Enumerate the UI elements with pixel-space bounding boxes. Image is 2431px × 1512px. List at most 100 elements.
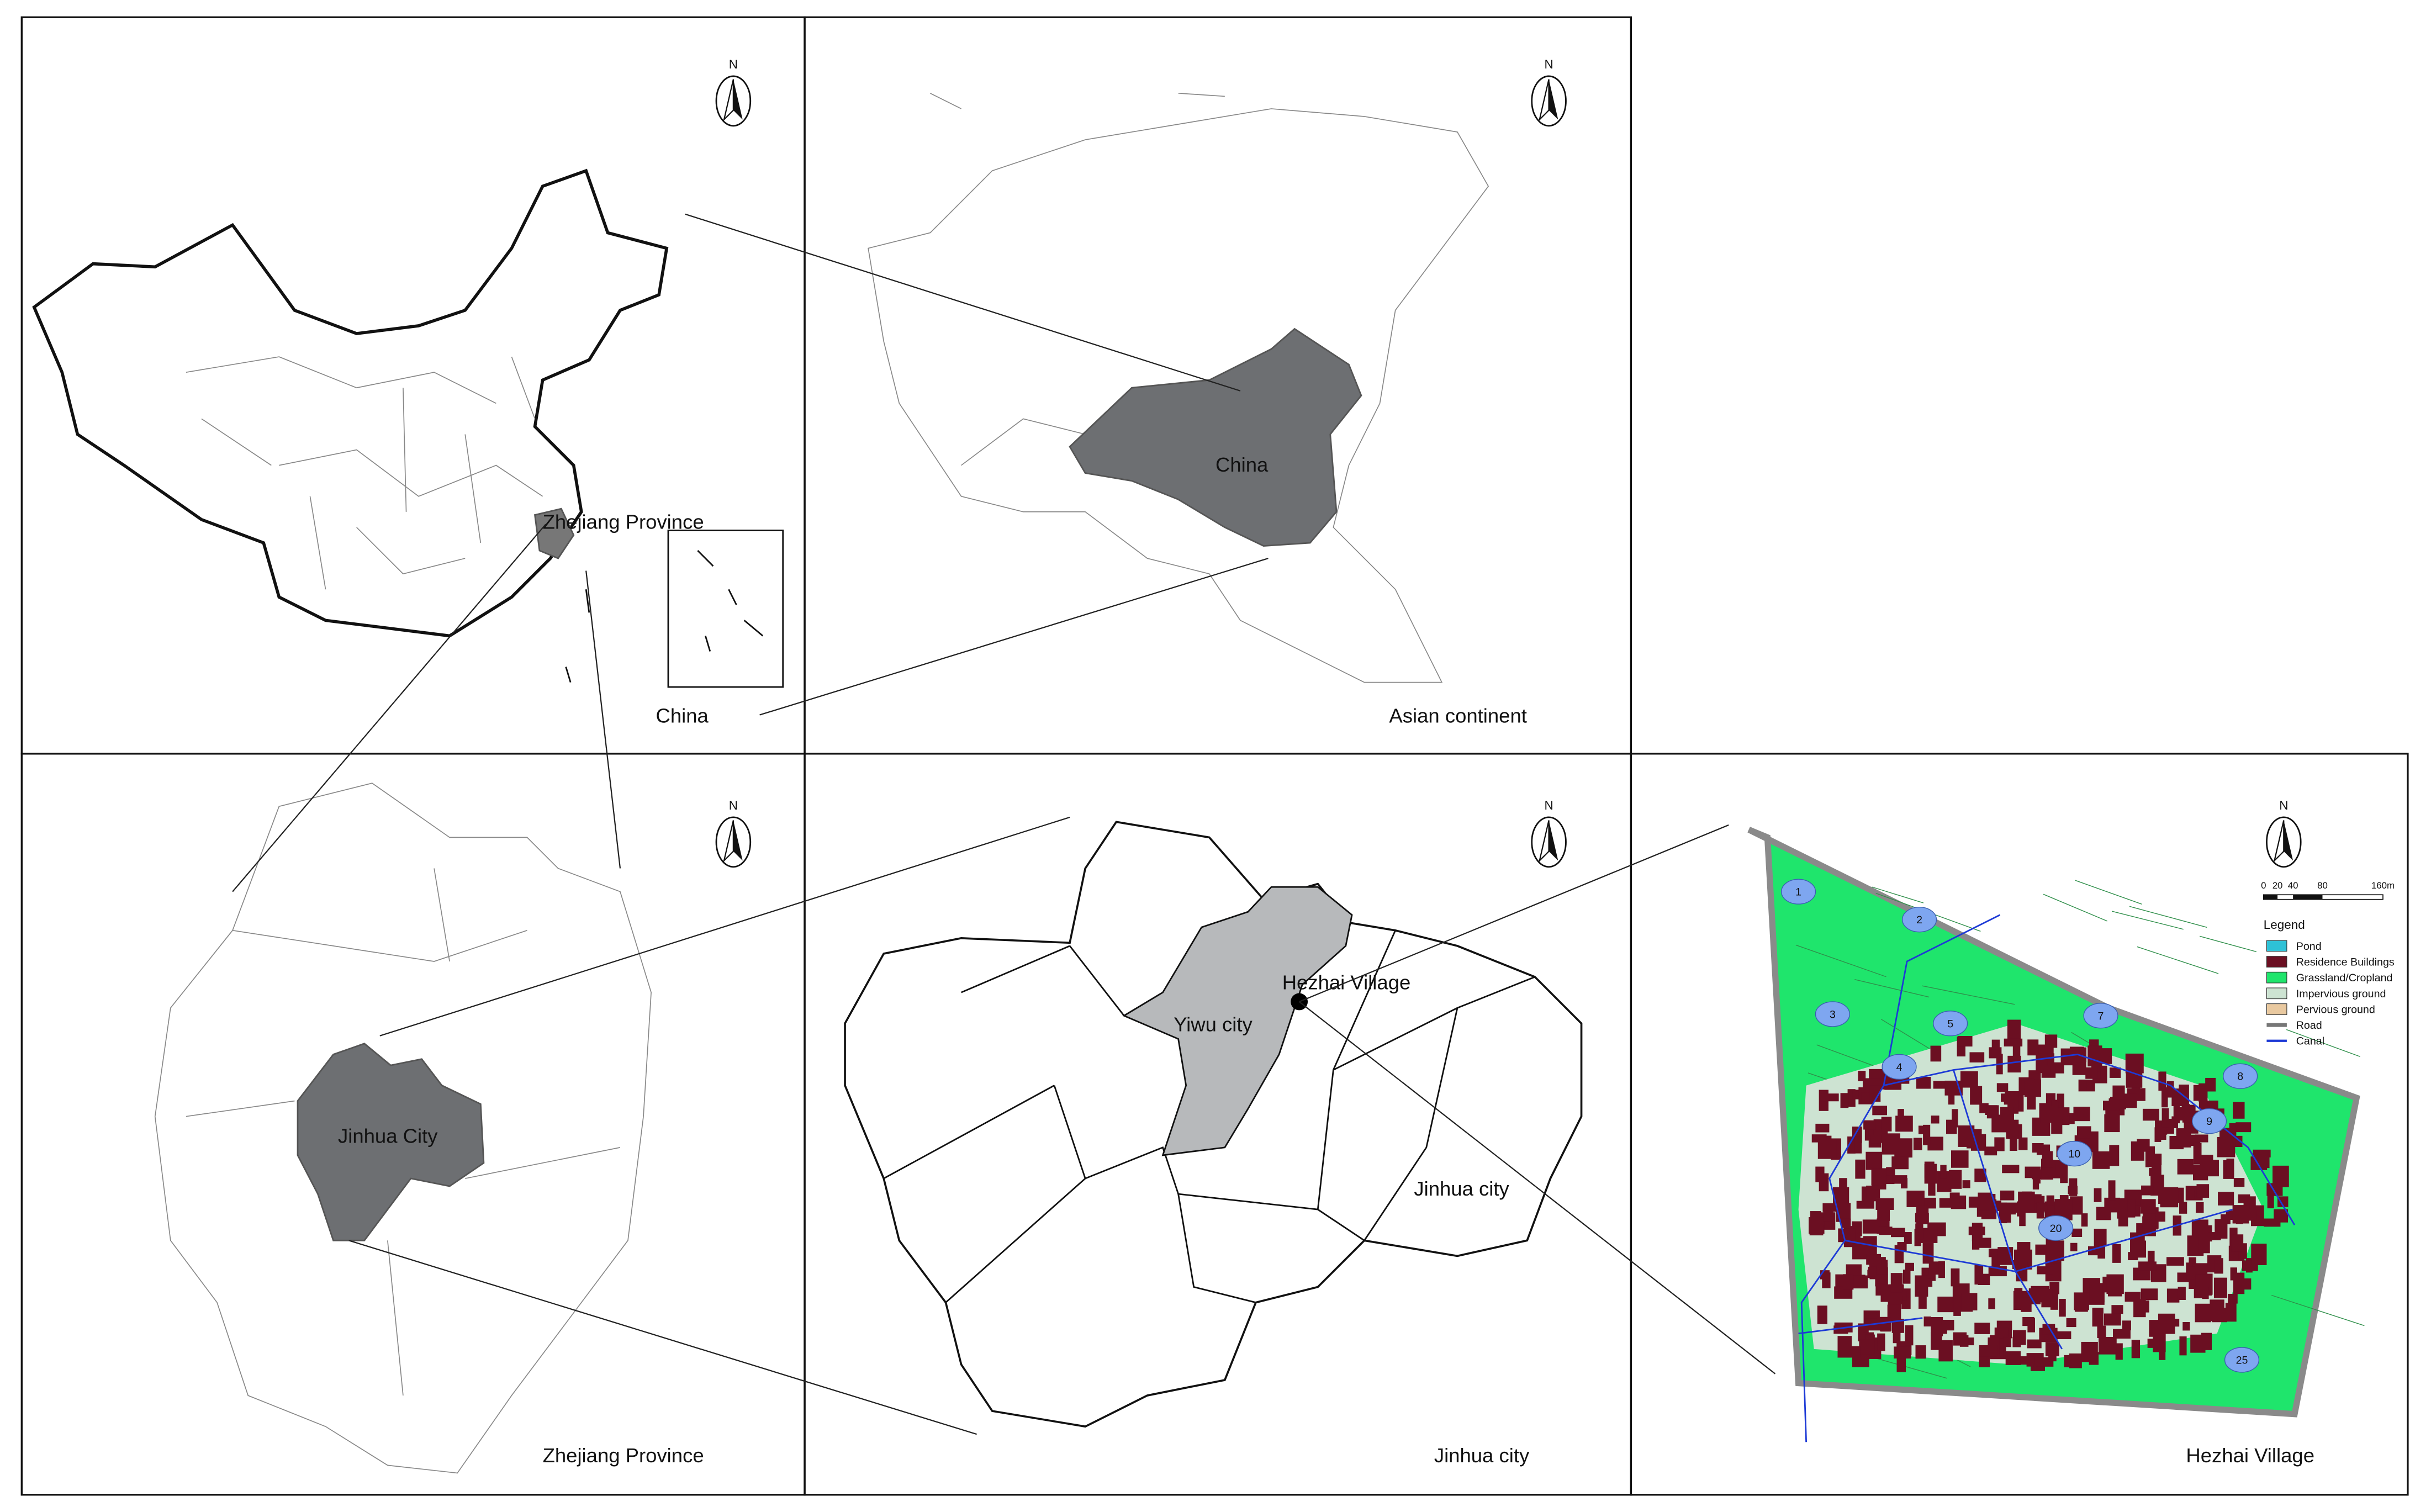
residence-building: [2186, 1186, 2195, 1200]
residence-building: [2007, 1019, 2021, 1039]
residence-building: [1915, 1275, 1928, 1297]
residence-building: [1948, 1087, 1955, 1105]
north-arrow: [1531, 816, 1567, 868]
residence-building: [2225, 1303, 2237, 1322]
residence-building: [2162, 1108, 2169, 1128]
field-boundary: [2129, 906, 2207, 928]
residence-building: [2079, 1080, 2087, 1091]
residence-building: [1924, 1164, 1937, 1184]
asia-outline: [868, 92, 1489, 683]
residence-building: [2070, 1243, 2078, 1251]
residence-building: [2219, 1128, 2237, 1139]
residence-building: [1939, 1198, 1953, 1208]
north-arrow: [1531, 75, 1567, 127]
residence-building: [1994, 1327, 2009, 1337]
residence-building: [2138, 1261, 2157, 1271]
residence-building: [1913, 1138, 1922, 1150]
residence-building: [1931, 1116, 1939, 1124]
residence-building: [1847, 1136, 1856, 1154]
residence-building: [2094, 1229, 2107, 1247]
residence-building: [2018, 1137, 2028, 1150]
pond: [1901, 907, 1937, 933]
residence-building: [2147, 1339, 2160, 1348]
scale-bar: [2263, 894, 2384, 900]
residence-building: [1961, 1293, 1978, 1310]
residence-building: [2264, 1218, 2281, 1227]
residence-building: [2195, 1134, 2208, 1143]
residence-building: [2277, 1196, 2289, 1207]
panel-frames: [20, 16, 2409, 1496]
residence-building: [1957, 1036, 1973, 1047]
legend-symbol: [2266, 956, 2287, 968]
pond: [2224, 1347, 2260, 1373]
residence-building: [2036, 1288, 2053, 1300]
residence-building: [1865, 1151, 1883, 1170]
residence-building: [1891, 1228, 1905, 1238]
residence-building: [1928, 1261, 1941, 1275]
legend-symbol: [2266, 987, 2287, 1000]
residence-building: [1923, 1316, 1931, 1327]
legend-label: Residence Buildings: [2296, 956, 2395, 969]
residence-building: [1960, 1071, 1978, 1088]
legend-label: Pond: [2296, 940, 2322, 953]
field-boundary: [1881, 1019, 1930, 1049]
residence-building: [2196, 1184, 2210, 1198]
residence-building: [2217, 1136, 2236, 1157]
residence-building: [2016, 1356, 2034, 1365]
residence-building: [1877, 1207, 1890, 1221]
residence-building: [1822, 1272, 1831, 1288]
residence-building: [1938, 1261, 1945, 1278]
field-boundary: [2043, 894, 2107, 922]
caption: Asian continent: [1389, 705, 1526, 727]
residence-building: [2032, 1175, 2039, 1189]
residence-building: [1843, 1274, 1854, 1290]
residence-building: [2017, 1242, 2031, 1261]
residence-building: [2182, 1322, 2190, 1331]
residence-building: [2238, 1194, 2250, 1203]
residence-building: [2112, 1244, 2121, 1263]
residence-building: [2094, 1188, 2102, 1202]
residence-building: [2025, 1166, 2041, 1178]
residence-building: [2218, 1192, 2234, 1206]
residence-building: [1882, 1133, 1900, 1155]
pond-label: 9: [2206, 1116, 2212, 1128]
field-boundary: [2271, 1294, 2365, 1326]
residence-building: [1962, 1180, 1970, 1188]
residence-building: [1879, 1226, 1893, 1235]
residence-building: [1931, 1332, 1942, 1350]
pond: [1933, 1011, 1968, 1037]
caption: China: [656, 705, 709, 727]
residence-building: [2133, 1299, 2146, 1318]
residence-building: [2152, 1165, 2162, 1178]
residence-building: [1922, 1243, 1934, 1264]
residence-building: [2089, 1283, 2105, 1303]
caption: Hezhai Village: [2186, 1444, 2314, 1467]
residence-building: [2074, 1292, 2089, 1310]
residence-building: [2018, 1191, 2035, 1213]
residence-building: [2176, 1128, 2191, 1148]
residence-building: [2236, 1122, 2252, 1133]
field-boundary: [2111, 911, 2184, 930]
field-boundary: [1872, 1357, 1947, 1379]
residence-building: [2179, 1107, 2187, 1121]
residence-building: [1862, 1219, 1881, 1234]
residence-building: [2115, 1343, 2123, 1360]
residence-building: [2201, 1333, 2212, 1350]
residence-building: [1951, 1150, 1969, 1168]
residence-building: [1823, 1204, 1833, 1222]
residence-building: [1817, 1140, 1837, 1159]
residence-building: [1906, 1191, 1925, 1207]
residence-building: [2097, 1325, 2106, 1339]
residence-building: [2005, 1091, 2019, 1103]
residence-building: [2099, 1336, 2117, 1355]
residence-building: [2047, 1053, 2054, 1066]
residence-building: [1870, 1135, 1882, 1144]
residence-building: [2177, 1159, 2194, 1175]
residence-building: [2088, 1045, 2102, 1067]
residence-building: [1894, 1346, 1911, 1359]
residence-building: [2192, 1263, 2208, 1275]
north-label: N: [2279, 799, 2288, 812]
field-boundary: [2075, 880, 2142, 905]
residence-building: [1931, 1325, 1947, 1334]
pond: [2191, 1108, 2227, 1134]
